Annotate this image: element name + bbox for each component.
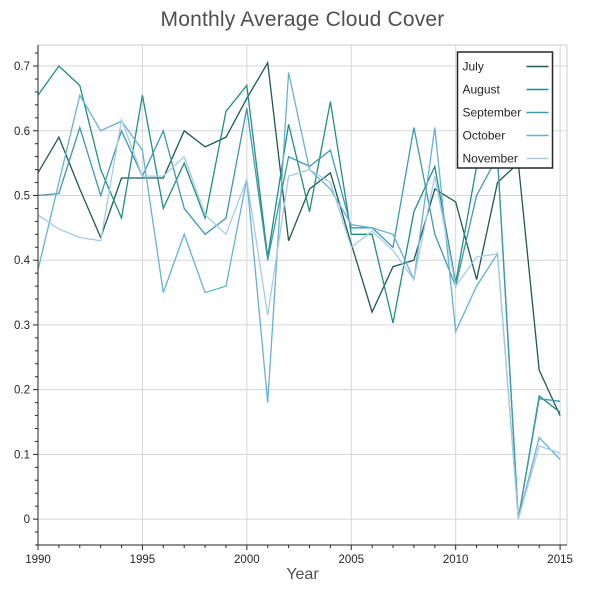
y-tick-label: 0.4 xyxy=(14,255,31,267)
y-tick-label: 0.6 xyxy=(14,126,30,138)
series-line-august xyxy=(37,65,561,520)
legend: July August September October November xyxy=(456,51,554,169)
series-line-november xyxy=(37,117,561,520)
x-tick-label: 2005 xyxy=(338,554,364,566)
tick-labels: 0 0.1 0.2 0.3 0.4 0.5 0.6 0.7 1990 1995 2000 2005 20… xyxy=(14,61,573,566)
legend-label-july: July xyxy=(463,60,484,74)
x-tick-label: 1995 xyxy=(130,554,156,566)
x-tick-label: 2010 xyxy=(443,554,469,566)
plot-spines xyxy=(37,44,568,546)
legend-box xyxy=(456,51,554,169)
x-tick-label: 1990 xyxy=(25,554,51,566)
legend-label-october: October xyxy=(463,129,506,143)
legend-label-november: November xyxy=(463,152,518,166)
series-line-september xyxy=(37,107,561,520)
series-line-july xyxy=(37,60,561,416)
y-tick-label: 0.3 xyxy=(14,320,30,332)
y-tick-label: 0 xyxy=(24,514,30,526)
y-tick-label: 0.5 xyxy=(14,190,30,202)
y-tick-label: 0.7 xyxy=(14,61,30,73)
legend-label-august: August xyxy=(463,83,501,97)
series-line-october xyxy=(37,72,561,520)
x-tick-label: 2015 xyxy=(547,554,573,566)
y-tick-label: 0.2 xyxy=(14,385,30,397)
x-axis-title: Year xyxy=(286,566,319,583)
y-tick-label: 0.1 xyxy=(14,449,30,461)
series-lines xyxy=(37,60,561,520)
legend-label-september: September xyxy=(463,106,522,120)
x-tick-label: 2000 xyxy=(234,554,260,566)
axis-ticks xyxy=(33,52,561,550)
chart-title: Monthly Average Cloud Cover xyxy=(160,8,445,31)
